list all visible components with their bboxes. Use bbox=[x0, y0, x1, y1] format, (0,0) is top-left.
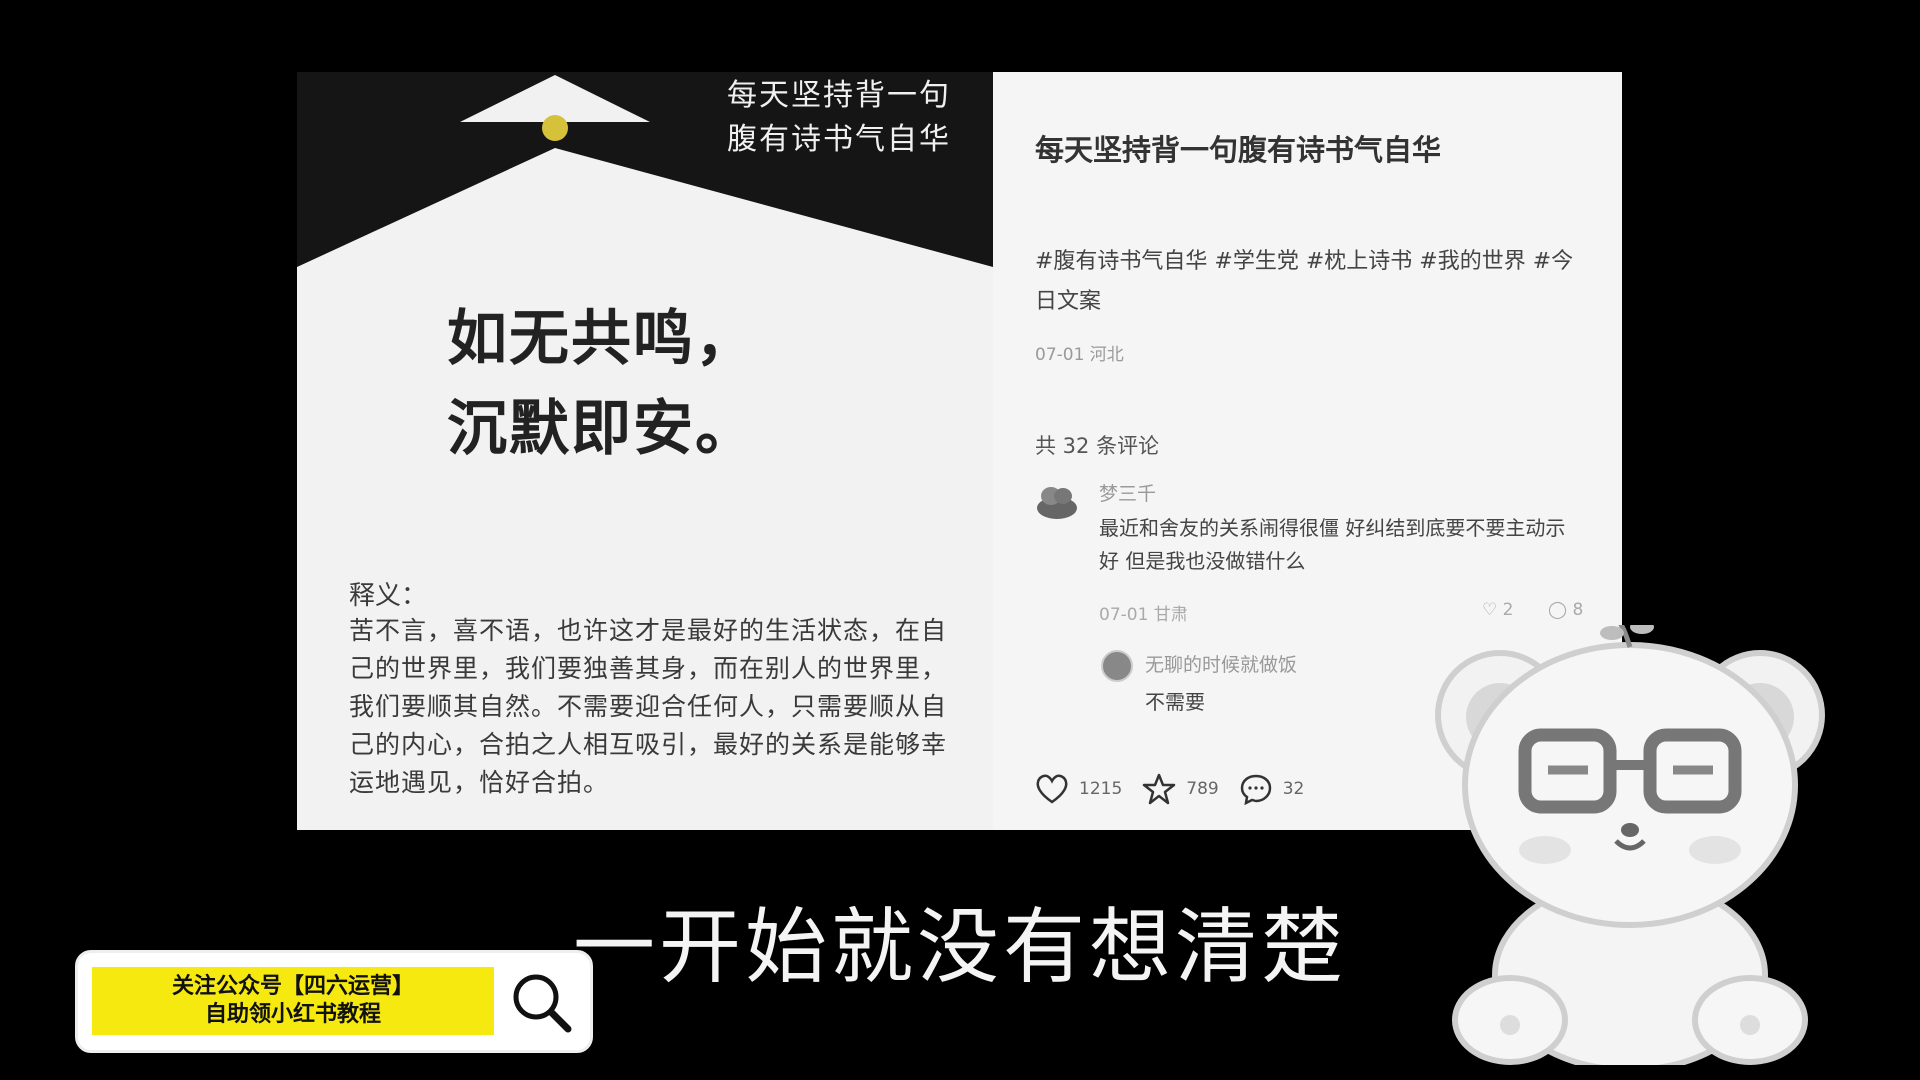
image-heading: 每天坚持背一句 腹有诗书气自华 bbox=[727, 78, 951, 157]
comment-icon bbox=[1240, 774, 1271, 805]
comment-text: 最近和舍友的关系闹得很僵 好纠结到底要不要主动示好 但是我也没做错什么 bbox=[1099, 516, 1566, 573]
speech-bubble-icon: ◯ bbox=[1548, 600, 1568, 620]
like-button[interactable]: 1215 bbox=[1035, 773, 1122, 805]
promo-banner[interactable]: 关注公众号【四六运营】 自助领小红书教程 bbox=[75, 950, 593, 1053]
post-image[interactable]: 每天坚持背一句 腹有诗书气自华 如无共鸣， 沉默即安。 释义： 苦不言，喜不语，… bbox=[297, 72, 993, 830]
promo-line-2: 自助领小红书教程 bbox=[204, 1002, 381, 1027]
promo-line-1: 关注公众号【四六运营】 bbox=[171, 974, 414, 999]
heart-icon bbox=[1036, 774, 1068, 804]
reply-avatar[interactable] bbox=[1101, 650, 1133, 682]
action-bar: 1215 789 32 bbox=[1035, 769, 1324, 809]
star-button[interactable]: 789 bbox=[1142, 773, 1219, 805]
meaning-body: 苦不言，喜不语，也许这才是最好的生活状态，在自己的世界里，我们要独善其身，而在别… bbox=[349, 616, 948, 797]
star-count: 789 bbox=[1186, 779, 1219, 799]
post-title: 每天坚持背一句腹有诗书气自华 bbox=[1035, 133, 1442, 167]
commenter-avatar[interactable] bbox=[1035, 482, 1079, 522]
post-tags[interactable]: #腹有诗书气自华 #学生党 #枕上诗书 #我的世界 #今日文案 bbox=[1035, 249, 1574, 314]
post-card: 每天坚持背一句 腹有诗书气自华 如无共鸣， 沉默即安。 释义： 苦不言，喜不语，… bbox=[297, 72, 1622, 830]
promo-banner-text: 关注公众号【四六运营】 自助领小红书教程 bbox=[92, 967, 494, 1035]
meaning-title: 释义： bbox=[349, 581, 428, 611]
video-subtitle: 一开始就没有想清楚 bbox=[572, 900, 1347, 995]
comment-reply-count: 8 bbox=[1572, 600, 1584, 620]
comment-like-button[interactable]: ♡ 2 bbox=[1482, 600, 1513, 620]
comment-count: 共 32 条评论 bbox=[1035, 434, 1160, 458]
reply-text: 不需要 bbox=[1145, 690, 1205, 714]
star-icon bbox=[1143, 773, 1176, 805]
comment-username[interactable]: 梦三千 bbox=[1099, 483, 1157, 505]
post-content: 每天坚持背一句腹有诗书气自华 #腹有诗书气自华 #学生党 #枕上诗书 #我的世界… bbox=[993, 72, 1622, 830]
comment-count-action: 32 bbox=[1282, 779, 1305, 799]
search-icon[interactable] bbox=[506, 967, 578, 1037]
heart-icon: ♡ bbox=[1482, 600, 1498, 620]
bear-mascot bbox=[1435, 625, 1825, 1065]
image-quote: 如无共鸣， 沉默即安。 bbox=[447, 304, 757, 464]
comment-meta: 07-01 甘肃 bbox=[1099, 605, 1188, 625]
roof-graphic bbox=[297, 72, 993, 267]
comment-reply-button[interactable]: ◯ 8 bbox=[1548, 600, 1583, 620]
reply-username[interactable]: 无聊的时候就做饭 bbox=[1145, 654, 1298, 676]
post-meta: 07-01 河北 bbox=[1035, 345, 1124, 365]
like-count: 1215 bbox=[1079, 779, 1123, 799]
comment-like-count: 2 bbox=[1502, 600, 1514, 620]
comment-button[interactable]: 32 bbox=[1239, 773, 1305, 805]
